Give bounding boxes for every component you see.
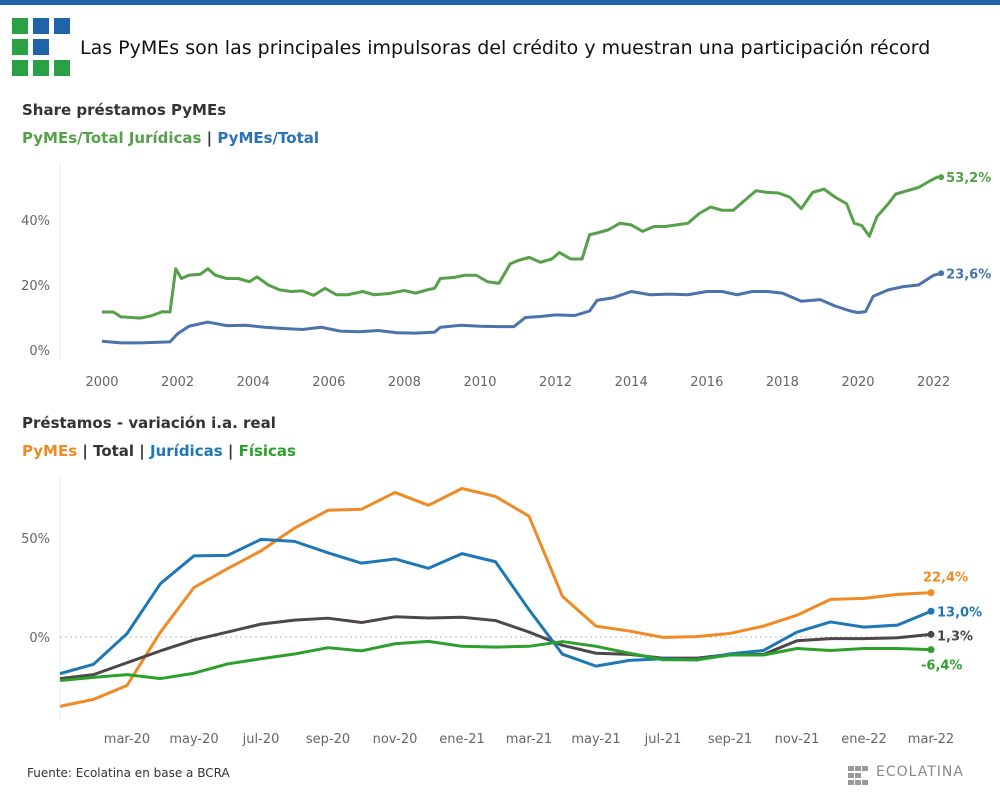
legend-separator: | xyxy=(201,129,218,147)
x-tick-label: 2016 xyxy=(690,375,723,390)
end-value-label: 22,4% xyxy=(923,571,968,586)
x-tick-label: ene-22 xyxy=(841,732,886,747)
x-tick-label: mar-21 xyxy=(506,732,552,747)
end-value-label: 1,3% xyxy=(937,629,973,644)
x-tick-label: 2020 xyxy=(841,375,874,390)
end-point-marker xyxy=(938,270,945,277)
end-point-marker xyxy=(927,607,935,615)
x-tick-label: nov-21 xyxy=(775,732,820,747)
series-line xyxy=(59,615,932,681)
end-value-label: 13,0% xyxy=(937,605,982,620)
x-tick-label: 2022 xyxy=(917,375,950,390)
legend-separator: | xyxy=(77,442,94,460)
series-line xyxy=(59,487,932,708)
x-tick-label: sep-20 xyxy=(306,732,350,747)
chart2-title: Préstamos - variación i.a. real xyxy=(22,414,276,432)
chart1-title: Share préstamos PyMEs xyxy=(22,101,227,119)
chart2-variation-plot: 0% 50% mar-20 may-20 jul-20 sep-20 nov-20 ene-2… xyxy=(21,477,982,747)
x-tick-label: 2018 xyxy=(766,375,799,390)
chart1-share-plot: 0% 20% 40% 2000 2002 2004 2006 2008 2010 2012 2014… xyxy=(21,162,991,390)
legend-separator: | xyxy=(134,442,151,460)
series-line xyxy=(101,271,942,345)
x-tick-label: mar-20 xyxy=(104,732,150,747)
x-tick-label: 2008 xyxy=(388,375,421,390)
y-tick-label: 0% xyxy=(29,344,50,359)
y-tick-label: 0% xyxy=(29,631,50,646)
chart1-legend: PyMEs/Total Jurídicas | PyMEs/Total xyxy=(22,129,319,147)
x-tick-label: mar-22 xyxy=(908,732,954,747)
x-tick-label: ene-21 xyxy=(439,732,484,747)
end-point-marker xyxy=(938,174,945,181)
x-tick-label: jul-21 xyxy=(644,732,682,747)
y-tick-label: 50% xyxy=(21,532,50,547)
legend-item: PyMEs/Total xyxy=(217,129,319,147)
series-line xyxy=(59,639,932,683)
end-value-label: 23,6% xyxy=(946,267,991,282)
end-point-marker xyxy=(927,646,935,654)
ecolatina-logo-icon xyxy=(12,18,72,78)
legend-item: PyMEs/Total Jurídicas xyxy=(22,129,202,147)
legend-item: Físicas xyxy=(238,442,296,460)
x-tick-label: nov-20 xyxy=(373,732,418,747)
y-tick-label: 40% xyxy=(21,214,50,229)
legend-separator: | xyxy=(222,442,239,460)
brand-name: ECOLATINA xyxy=(876,764,964,780)
legend-item: Jurídicas xyxy=(150,442,223,460)
end-value-label: -6,4% xyxy=(921,659,962,674)
x-tick-label: 2010 xyxy=(463,375,496,390)
page-title: Las PyMEs son las principales impulsoras… xyxy=(80,37,931,59)
end-point-marker xyxy=(927,630,935,638)
legend-item: Total xyxy=(93,442,135,460)
x-tick-label: 2014 xyxy=(615,375,648,390)
x-tick-label: 2002 xyxy=(161,375,194,390)
brand-grid-icon xyxy=(848,766,868,785)
top-accent-bar xyxy=(0,0,1000,5)
x-tick-label: 2006 xyxy=(312,375,345,390)
series-line xyxy=(59,537,932,676)
source-note: Fuente: Ecolatina en base a BCRA xyxy=(27,766,230,780)
series-line xyxy=(102,175,942,320)
x-tick-label: may-21 xyxy=(571,732,620,747)
chart2-legend: PyMEs | Total | Jurídicas | Físicas xyxy=(22,442,296,460)
end-point-marker xyxy=(927,589,935,597)
x-tick-label: 2012 xyxy=(539,375,572,390)
x-tick-label: sep-21 xyxy=(708,732,752,747)
x-tick-label: jul-20 xyxy=(242,732,280,747)
x-tick-label: may-20 xyxy=(169,732,218,747)
y-tick-label: 20% xyxy=(21,279,50,294)
end-value-label: 53,2% xyxy=(946,171,991,186)
legend-item: PyMEs xyxy=(22,442,78,460)
x-tick-label: 2000 xyxy=(85,375,118,390)
x-tick-label: 2004 xyxy=(237,375,270,390)
